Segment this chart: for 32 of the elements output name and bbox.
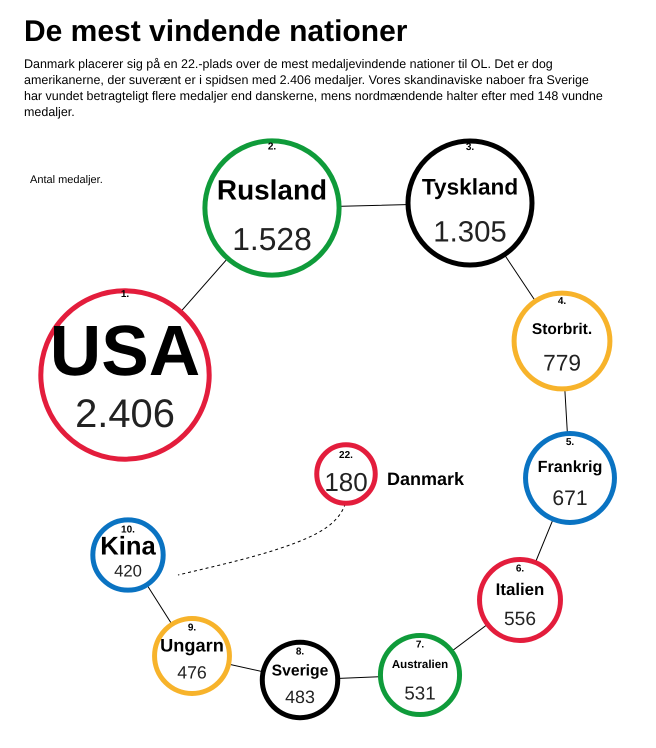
text: Danmark placerer sig på en 22.-plads over de mest medaljevindende nationer til OL. Det er dog amerikanerne, der suverænt er i spidsen med 2.406 medaljer. Vores skandinaviske naboer fra Sverige har vundet betragteligt flere medaljer end danskerne, mens nordmændende halter efter med 148 vundne medaljer. (24, 57, 603, 119)
data-label: 779 (543, 350, 581, 376)
text: 2. (268, 141, 276, 152)
data-label: 1.305 (433, 215, 507, 248)
category-label: Frankrig (538, 458, 602, 476)
text: 7. (416, 639, 424, 650)
category-label: Ungarn (160, 636, 224, 656)
data-label: 1.528 (232, 220, 312, 257)
category-label: Danmark (387, 469, 466, 489)
category-label: Australien (392, 659, 448, 672)
data-label: 476 (177, 662, 207, 683)
data-label: 420 (114, 562, 142, 581)
category-label: Sverige (272, 662, 329, 680)
category-label: Tyskland (422, 174, 518, 200)
category-label: USA (50, 311, 200, 392)
data-label: 483 (285, 686, 315, 707)
data-label: 2.406 (75, 392, 175, 436)
text: 22. (339, 450, 354, 461)
text: De mest vindende nationer (24, 15, 408, 48)
text: Antal medaljer. (30, 174, 103, 186)
data-label: 556 (504, 609, 536, 630)
text: 6. (516, 563, 524, 574)
text: 8. (296, 646, 304, 658)
data-label: 671 (552, 487, 588, 510)
category-label: Italien (496, 580, 544, 599)
text: 9. (188, 622, 196, 634)
data-label: 531 (404, 682, 436, 704)
data-label: 180 (324, 467, 368, 497)
text: 5. (566, 436, 574, 448)
text: 4. (558, 296, 566, 307)
category-label: Rusland (216, 174, 328, 206)
category-label: Storbrit. (532, 321, 592, 338)
